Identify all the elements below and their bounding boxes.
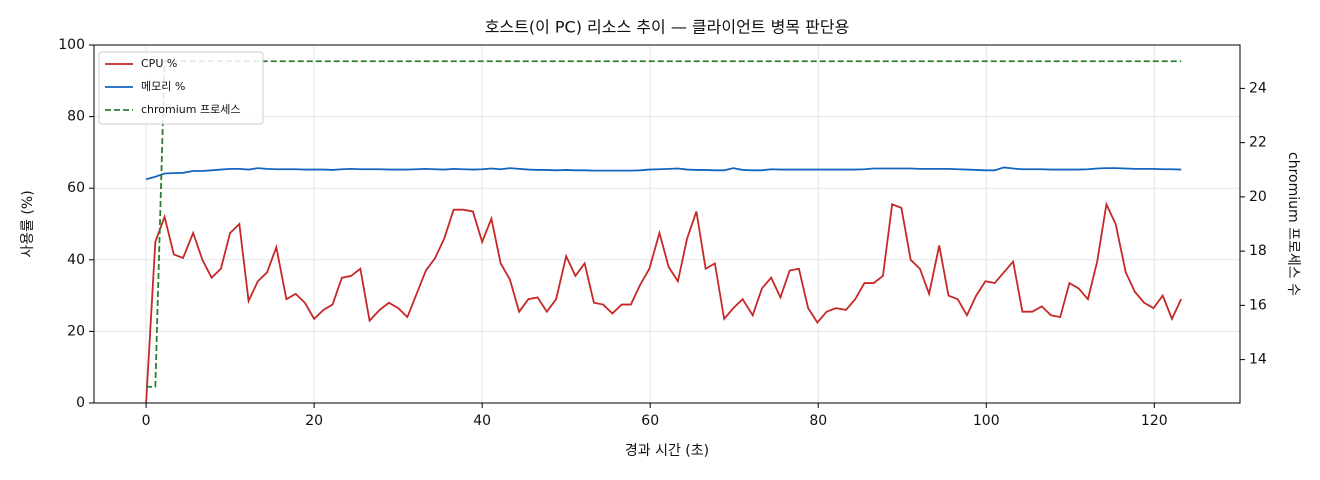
- y-tick-label: 100: [58, 37, 85, 53]
- y2-axis-label: chromium 프로세스 수: [1285, 152, 1301, 296]
- legend: CPU % 메모리 % chromium 프로세스: [98, 51, 264, 125]
- y2-tick-label: 16: [1249, 297, 1267, 313]
- y-tick-label: 60: [67, 180, 85, 196]
- y2-tick-label: 20: [1249, 189, 1267, 205]
- y-tick-label: 20: [67, 323, 85, 339]
- x-tick-label: 80: [809, 413, 827, 429]
- x-tick-label: 20: [305, 413, 323, 429]
- x-tick-label: 40: [473, 413, 491, 429]
- plot-frame: [93, 44, 1241, 404]
- x-tick-label: 0: [142, 413, 151, 429]
- y-tick-label: 40: [67, 252, 85, 268]
- y-tick-label: 0: [76, 395, 85, 411]
- data-line: [145, 166, 1182, 181]
- y-axis-label: 사용률 (%): [20, 190, 36, 257]
- x-tick-label: 60: [641, 413, 659, 429]
- y2-tick-label: 22: [1249, 135, 1267, 151]
- data-line: [145, 201, 1183, 404]
- x-tick-label: 100: [973, 413, 1000, 429]
- legend-label: CPU %: [141, 57, 177, 70]
- y2-tick-label: 14: [1249, 352, 1267, 368]
- legend-box: [98, 51, 264, 125]
- x-axis-label: 경과 시간 (초): [625, 443, 709, 459]
- legend-label: 메모리 %: [141, 80, 185, 93]
- y-tick-label: 80: [67, 109, 85, 125]
- data-line: [146, 60, 1182, 388]
- legend-label: chromium 프로세스: [141, 103, 240, 116]
- y2-tick-label: 18: [1249, 243, 1267, 259]
- chart-title: 호스트(이 PC) 리소스 추이 — 클라이언트 병목 판단용: [485, 18, 850, 37]
- y2-tick-label: 24: [1249, 80, 1267, 96]
- x-tick-label: 120: [1141, 413, 1168, 429]
